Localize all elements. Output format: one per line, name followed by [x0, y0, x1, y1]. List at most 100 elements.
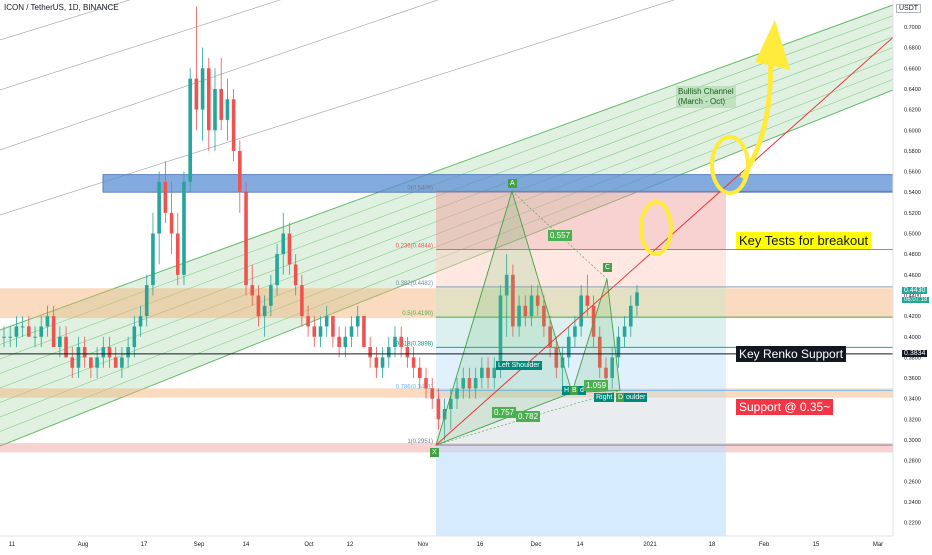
candle-up [33, 336, 37, 338]
candle-down [331, 316, 335, 337]
currency-badge[interactable]: USDT [896, 4, 922, 13]
candle-down [436, 398, 441, 420]
fib-level-label: 0.618(0.3898) [396, 341, 433, 347]
candle-up [442, 409, 447, 420]
candle-up [455, 388, 459, 399]
candle-down [511, 274, 515, 327]
renko-price-badge: 0.3834 [902, 350, 928, 357]
candle-down [411, 357, 416, 368]
candle-down [250, 285, 255, 296]
candle-down [467, 378, 472, 389]
support-label: Support @ 0.35~ [736, 399, 834, 415]
candle-up [2, 336, 6, 338]
candle-up [386, 347, 391, 358]
x-tick-label: 15 [813, 542, 820, 548]
candle-up [635, 292, 639, 306]
candle-up [188, 78, 192, 182]
y-tick-label: 0.4200 [904, 314, 921, 320]
candle-up [138, 316, 143, 327]
candle-up [318, 326, 323, 337]
channel-outer-line [0, 0, 439, 151]
candle-down [585, 295, 590, 306]
candle-down [293, 264, 298, 286]
candle-up [39, 326, 44, 337]
candle-up [610, 357, 614, 379]
pattern-xab [435, 189, 573, 446]
a-point-label: A [508, 179, 517, 188]
candle-down [312, 326, 317, 337]
candle-down [337, 336, 341, 348]
y-tick-label: 0.4000 [904, 335, 921, 341]
candle-up [504, 274, 509, 296]
candle-down [51, 316, 56, 348]
fib-band [436, 347, 726, 391]
candle-up [45, 316, 50, 327]
candle-up [126, 347, 130, 358]
candle-down [256, 295, 261, 317]
candles [2, 6, 639, 440]
candle-down [169, 212, 174, 234]
candle-up [151, 233, 155, 286]
x-tick-label: 11 [9, 542, 16, 548]
head-b-label: B [570, 386, 579, 395]
candle-down [548, 326, 552, 348]
head-h-label: H [562, 386, 572, 395]
ratio-0782: 0.782 [516, 411, 541, 422]
fib-band [436, 249, 726, 287]
y-tick-label: 0.2600 [904, 479, 921, 485]
candle-up [225, 99, 230, 120]
last-price-badge: 0.4430 [902, 287, 928, 294]
fib-level-label: 0(0.5409) [407, 185, 433, 191]
y-tick-label: 0.5800 [904, 149, 921, 155]
x-tick-label: Dec [531, 542, 542, 548]
x-tick-label: 2021 [643, 542, 657, 548]
candle-down [368, 347, 372, 358]
channel-line [0, 25, 894, 360]
channel-outer-line [0, 0, 675, 216]
x-tick-label: 16 [477, 542, 484, 548]
candle-down [542, 305, 546, 327]
x-tick-label: Oct [304, 542, 314, 548]
support-zone [0, 388, 893, 398]
candle-up [480, 367, 484, 379]
x-tick-label: 12 [347, 542, 354, 548]
candle-up [343, 336, 348, 348]
channel-line [0, 57, 894, 403]
price-axis-bg [893, 0, 932, 550]
candle-up [324, 316, 329, 327]
candle-up [579, 295, 583, 327]
zones [0, 174, 894, 453]
candle-down [486, 367, 490, 379]
y-tick-label: 0.6200 [904, 108, 921, 114]
channel-line [0, 36, 894, 374]
yellow-arrow-head [755, 20, 790, 70]
channel-edge [0, 4, 894, 331]
candle-down [82, 347, 87, 358]
candle-down [206, 68, 211, 131]
countdown-badge: 06:07:18 [902, 297, 930, 303]
pattern-bcd [571, 278, 621, 393]
y-tick-label: 0.7000 [904, 25, 921, 31]
candle-up [573, 326, 577, 337]
candle-down [70, 357, 75, 368]
y-tick-label: 0.2200 [904, 521, 921, 527]
candle-down [535, 295, 540, 306]
candle-up [120, 357, 124, 368]
supply-zone [102, 174, 894, 193]
candle-down [89, 357, 93, 368]
candle-down [163, 181, 168, 213]
c-point-label: C [603, 263, 613, 272]
key-renko-label: Key Renko Support [736, 346, 847, 362]
y-tick-label: 0.6600 [904, 66, 921, 72]
candle-down [430, 388, 435, 399]
resistance-zone [0, 288, 893, 319]
candle-down [597, 336, 602, 368]
candle-up [393, 336, 397, 348]
candle-up [132, 326, 137, 348]
candle-up [517, 305, 521, 327]
channel-fill [0, 5, 893, 446]
candle-up [58, 336, 62, 348]
candle-up [380, 357, 385, 368]
